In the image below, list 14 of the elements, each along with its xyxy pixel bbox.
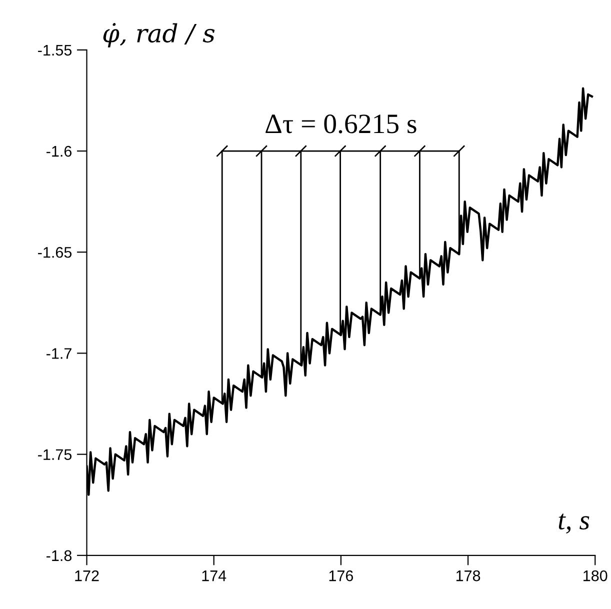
x-tick-label: 176 — [329, 570, 354, 582]
x-tick-label: 174 — [202, 570, 226, 582]
y-axis-title: φ̇, rad / s — [103, 23, 215, 48]
y-tick-label: -1.75 — [38, 449, 72, 460]
y-tick-label: -1.55 — [38, 44, 72, 56]
y-tick-label: -1.65 — [38, 246, 72, 258]
x-tick-label: 172 — [75, 570, 99, 582]
x-tick-label: 180 — [584, 570, 608, 582]
y-tick-label: -1.6 — [46, 146, 72, 157]
x-tick-label: 178 — [456, 570, 480, 582]
y-tick-label: -1.8 — [46, 550, 72, 562]
y-tick-label: -1.7 — [46, 348, 72, 359]
x-axis-title: t, s — [558, 514, 590, 534]
annotation: Δτ = 0.6215 s — [266, 114, 416, 134]
